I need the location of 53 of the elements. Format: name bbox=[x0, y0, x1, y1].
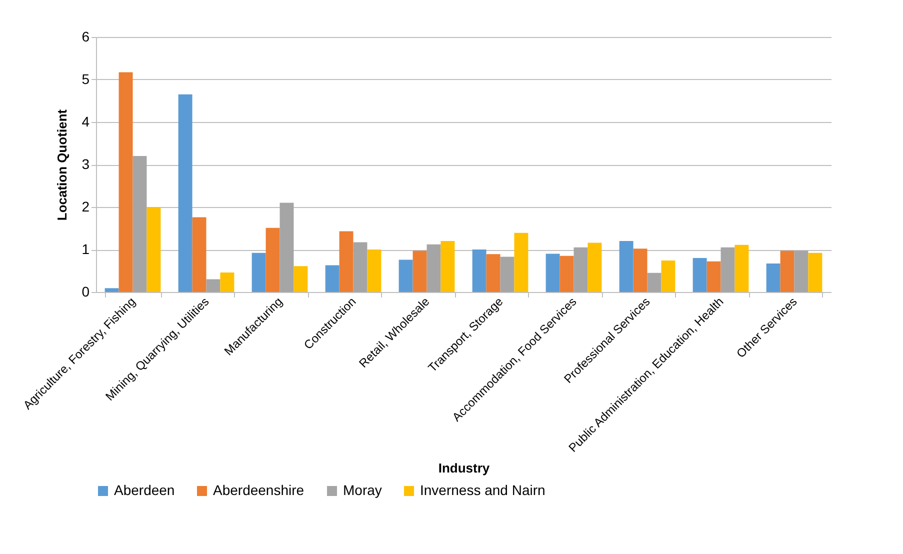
bar bbox=[780, 250, 794, 292]
bar bbox=[353, 242, 368, 292]
y-tick-label: 6 bbox=[82, 28, 90, 44]
legend-label: Aberdeen bbox=[114, 482, 175, 498]
bar bbox=[206, 279, 220, 292]
y-axis-title: Location Quotient bbox=[54, 108, 70, 221]
bar bbox=[692, 258, 707, 292]
bar bbox=[574, 247, 588, 292]
y-tick-label: 1 bbox=[82, 241, 90, 257]
bar bbox=[412, 250, 427, 292]
bar bbox=[486, 254, 500, 292]
bar bbox=[706, 261, 721, 292]
bar bbox=[647, 272, 662, 292]
bar bbox=[588, 242, 602, 292]
bar bbox=[192, 217, 206, 292]
bar bbox=[178, 94, 192, 292]
bar bbox=[367, 250, 382, 292]
bar bbox=[720, 247, 735, 292]
bar bbox=[633, 248, 648, 292]
bar bbox=[734, 244, 749, 292]
y-tick-label: 2 bbox=[82, 198, 90, 214]
bar bbox=[472, 250, 486, 292]
y-tick-label: 0 bbox=[82, 284, 90, 300]
bar bbox=[325, 265, 340, 292]
bar bbox=[546, 254, 560, 292]
bar bbox=[132, 156, 147, 292]
bar bbox=[619, 241, 634, 292]
bar bbox=[500, 256, 514, 292]
bar bbox=[398, 260, 413, 292]
y-tick-label: 5 bbox=[82, 71, 90, 87]
y-tick-label: 4 bbox=[82, 114, 90, 130]
y-tick-label: 3 bbox=[82, 156, 90, 172]
legend-label: Inverness and Nairn bbox=[420, 482, 546, 498]
bar bbox=[118, 72, 133, 292]
bar bbox=[104, 288, 119, 292]
bar bbox=[294, 266, 308, 292]
bar bbox=[766, 264, 780, 292]
bar bbox=[794, 250, 808, 292]
x-axis-title: Industry bbox=[438, 460, 490, 476]
bar bbox=[280, 202, 294, 292]
bar bbox=[661, 260, 676, 292]
bar bbox=[808, 252, 822, 292]
legend-label: Moray bbox=[343, 482, 382, 498]
bar bbox=[426, 244, 441, 292]
bar bbox=[146, 207, 161, 292]
bar bbox=[252, 252, 266, 292]
bar bbox=[514, 232, 528, 292]
bar bbox=[440, 241, 455, 292]
bar bbox=[266, 228, 280, 292]
legend-label: Aberdeenshire bbox=[213, 482, 304, 498]
bar bbox=[339, 231, 354, 292]
bar bbox=[220, 272, 234, 292]
bar bbox=[560, 256, 574, 292]
